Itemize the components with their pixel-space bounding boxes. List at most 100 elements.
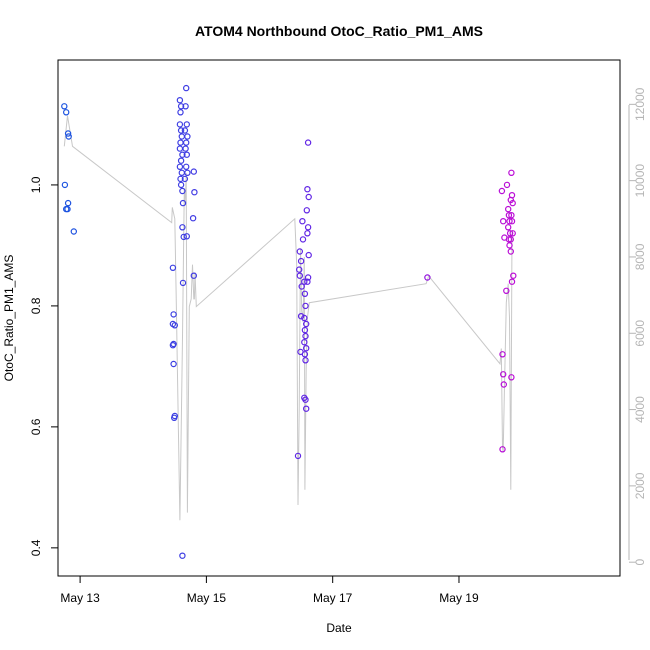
data-point	[506, 230, 514, 237]
y2-tick-label: 0	[633, 559, 647, 566]
data-point	[177, 109, 184, 116]
data-point	[62, 205, 70, 213]
data-point	[304, 278, 311, 285]
data-point	[302, 396, 309, 403]
data-point	[62, 109, 70, 116]
data-point	[183, 121, 190, 128]
data-point	[182, 145, 189, 152]
data-point	[64, 199, 72, 207]
data-point	[505, 205, 512, 213]
data-point	[305, 251, 312, 259]
data-point	[505, 224, 512, 231]
y2-tick-label: 6000	[633, 320, 647, 347]
data-point	[179, 151, 186, 158]
data-point	[297, 257, 305, 265]
data-point	[190, 272, 197, 279]
data-point	[179, 187, 186, 195]
y2-tick-label: 12000	[633, 87, 647, 121]
data-point	[61, 181, 69, 189]
data-point	[505, 211, 513, 219]
data-point	[177, 181, 185, 189]
data-point	[181, 127, 189, 134]
data-point	[177, 157, 185, 164]
data-point	[179, 552, 186, 559]
data-point	[303, 405, 310, 412]
x-axis-ticks: May 13 May 15 May 17 May 19	[60, 576, 479, 605]
data-point	[509, 230, 516, 237]
x-tick-label: May 19	[439, 591, 479, 605]
data-point	[178, 133, 185, 140]
data-point	[304, 230, 311, 237]
data-point	[298, 283, 305, 290]
data-point	[299, 236, 307, 243]
data-point	[301, 290, 309, 297]
data-point	[177, 175, 184, 183]
data-point	[505, 236, 513, 243]
data-point	[170, 414, 178, 421]
x-tick-label: May 15	[187, 591, 227, 605]
data-point	[303, 207, 310, 214]
data-point	[171, 322, 178, 329]
data-point	[503, 181, 511, 189]
data-point	[506, 242, 513, 249]
data-point	[503, 287, 510, 294]
data-point	[299, 217, 306, 225]
data-point	[508, 169, 515, 176]
points-layer	[61, 84, 517, 559]
data-point	[184, 169, 191, 176]
data-point	[297, 313, 305, 320]
data-point	[296, 248, 303, 255]
data-point	[301, 351, 309, 358]
data-point	[176, 163, 184, 170]
y2-axis-ticks: 0 2000 4000 6000 8000 10000 12000	[629, 87, 647, 566]
data-point	[301, 314, 308, 322]
data-point	[301, 278, 308, 285]
x-axis-label: Date	[326, 621, 352, 635]
data-point	[507, 236, 514, 243]
secondary-line-layer	[63, 115, 513, 521]
data-point	[509, 199, 516, 207]
data-point	[301, 339, 308, 346]
data-point	[179, 224, 186, 231]
data-point	[304, 274, 312, 281]
data-point	[176, 145, 184, 152]
chart-title: ATOM4 Northbound OtoC_Ratio_PM1_AMS	[195, 23, 483, 39]
data-point	[189, 214, 197, 222]
data-point	[303, 345, 310, 352]
data-point	[182, 163, 190, 170]
data-point	[302, 357, 309, 364]
data-point	[296, 272, 303, 279]
data-point	[181, 175, 189, 183]
data-point	[169, 342, 177, 349]
data-point	[506, 217, 513, 225]
data-point	[305, 193, 312, 201]
data-point	[170, 311, 177, 318]
data-point	[508, 211, 515, 219]
data-point	[510, 272, 517, 279]
data-point	[304, 224, 312, 231]
data-point	[296, 266, 303, 273]
data-point	[179, 199, 187, 207]
data-point	[304, 139, 312, 146]
data-point	[170, 360, 177, 368]
data-point	[294, 452, 302, 460]
y-tick-label: 0.6	[29, 418, 43, 435]
data-point	[304, 185, 311, 193]
data-point	[508, 374, 515, 381]
data-point	[177, 127, 185, 134]
data-point	[190, 168, 197, 175]
data-point	[508, 278, 516, 285]
data-point	[61, 103, 68, 110]
y-axis-ticks: 0.4 0.6 0.8 1.0	[29, 176, 58, 556]
data-point	[182, 103, 189, 110]
data-point	[500, 217, 507, 225]
data-point	[508, 217, 516, 225]
data-point	[301, 326, 309, 334]
data-point	[182, 84, 190, 92]
data-point	[177, 139, 184, 146]
data-point	[500, 371, 507, 378]
data-point	[184, 133, 191, 140]
x-tick-label: May 17	[313, 591, 353, 605]
data-point	[303, 320, 310, 328]
